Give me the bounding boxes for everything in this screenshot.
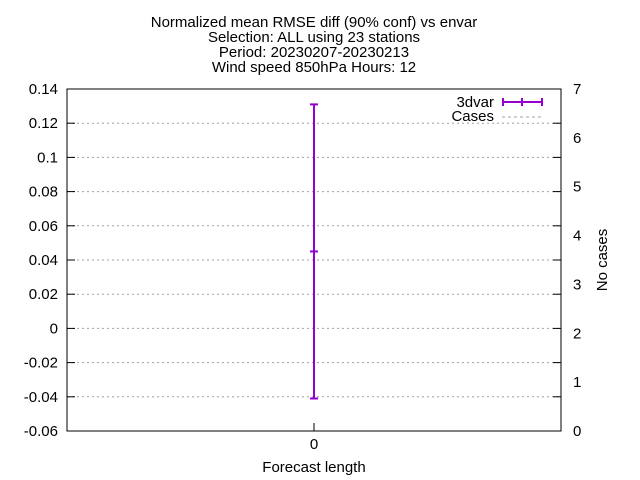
legend-swatch-3dvar [502,98,543,106]
legend-label-cases: Cases [451,108,494,125]
y-tick-label: 0.14 [29,81,58,98]
title-line-4: Wind speed 850hPa Hours: 12 [212,59,416,76]
chart-title: Normalized mean RMSE diff (90% conf) vs … [151,14,478,76]
plot-frame [66,88,562,432]
y2-tick-label: 7 [573,81,581,98]
y-tick-label: 0.02 [29,286,58,303]
y-tick-label: 0.1 [37,149,58,166]
y2-tick-label: 4 [573,228,581,245]
title-line-2: Selection: ALL using 23 stations [208,29,420,46]
y-tick-label: -0.02 [24,355,58,372]
legend: 3dvar Cases [451,94,543,125]
x-axis-ticks: 0 [310,423,318,453]
legend-label-3dvar: 3dvar [456,94,494,111]
y-tick-label: 0.08 [29,184,58,201]
y-tick-label: 0.12 [29,115,58,132]
y-tick-label: -0.04 [24,389,58,406]
y2-tick-label: 2 [573,325,581,342]
y2-tick-label: 1 [573,374,581,391]
title-line-1: Normalized mean RMSE diff (90% conf) vs … [151,14,478,31]
y-tick-label: 0.04 [29,252,58,269]
x-tick-label: 0 [310,436,318,453]
y-tick-label: 0 [50,320,58,337]
y2-axis-label: No cases [594,229,611,292]
series-3dvar [310,103,318,400]
y2-axis-ticks: 7 6 5 4 3 2 1 0 [573,81,581,440]
y2-tick-label: 3 [573,276,581,293]
y-tick-label: -0.06 [24,423,58,440]
x-axis-label: Forecast length [262,459,365,476]
y-tick-label: 0.06 [29,218,58,235]
title-line-3: Period: 20230207-20230213 [219,44,409,61]
y2-tick-label: 6 [573,130,581,147]
y-axis-ticks: 0.14 0.12 0.1 0.08 0.06 0.04 0.02 0 -0.02 -0.04 -0… [24,81,561,440]
y2-tick-label: 0 [573,423,581,440]
y2-tick-label: 5 [573,179,581,196]
